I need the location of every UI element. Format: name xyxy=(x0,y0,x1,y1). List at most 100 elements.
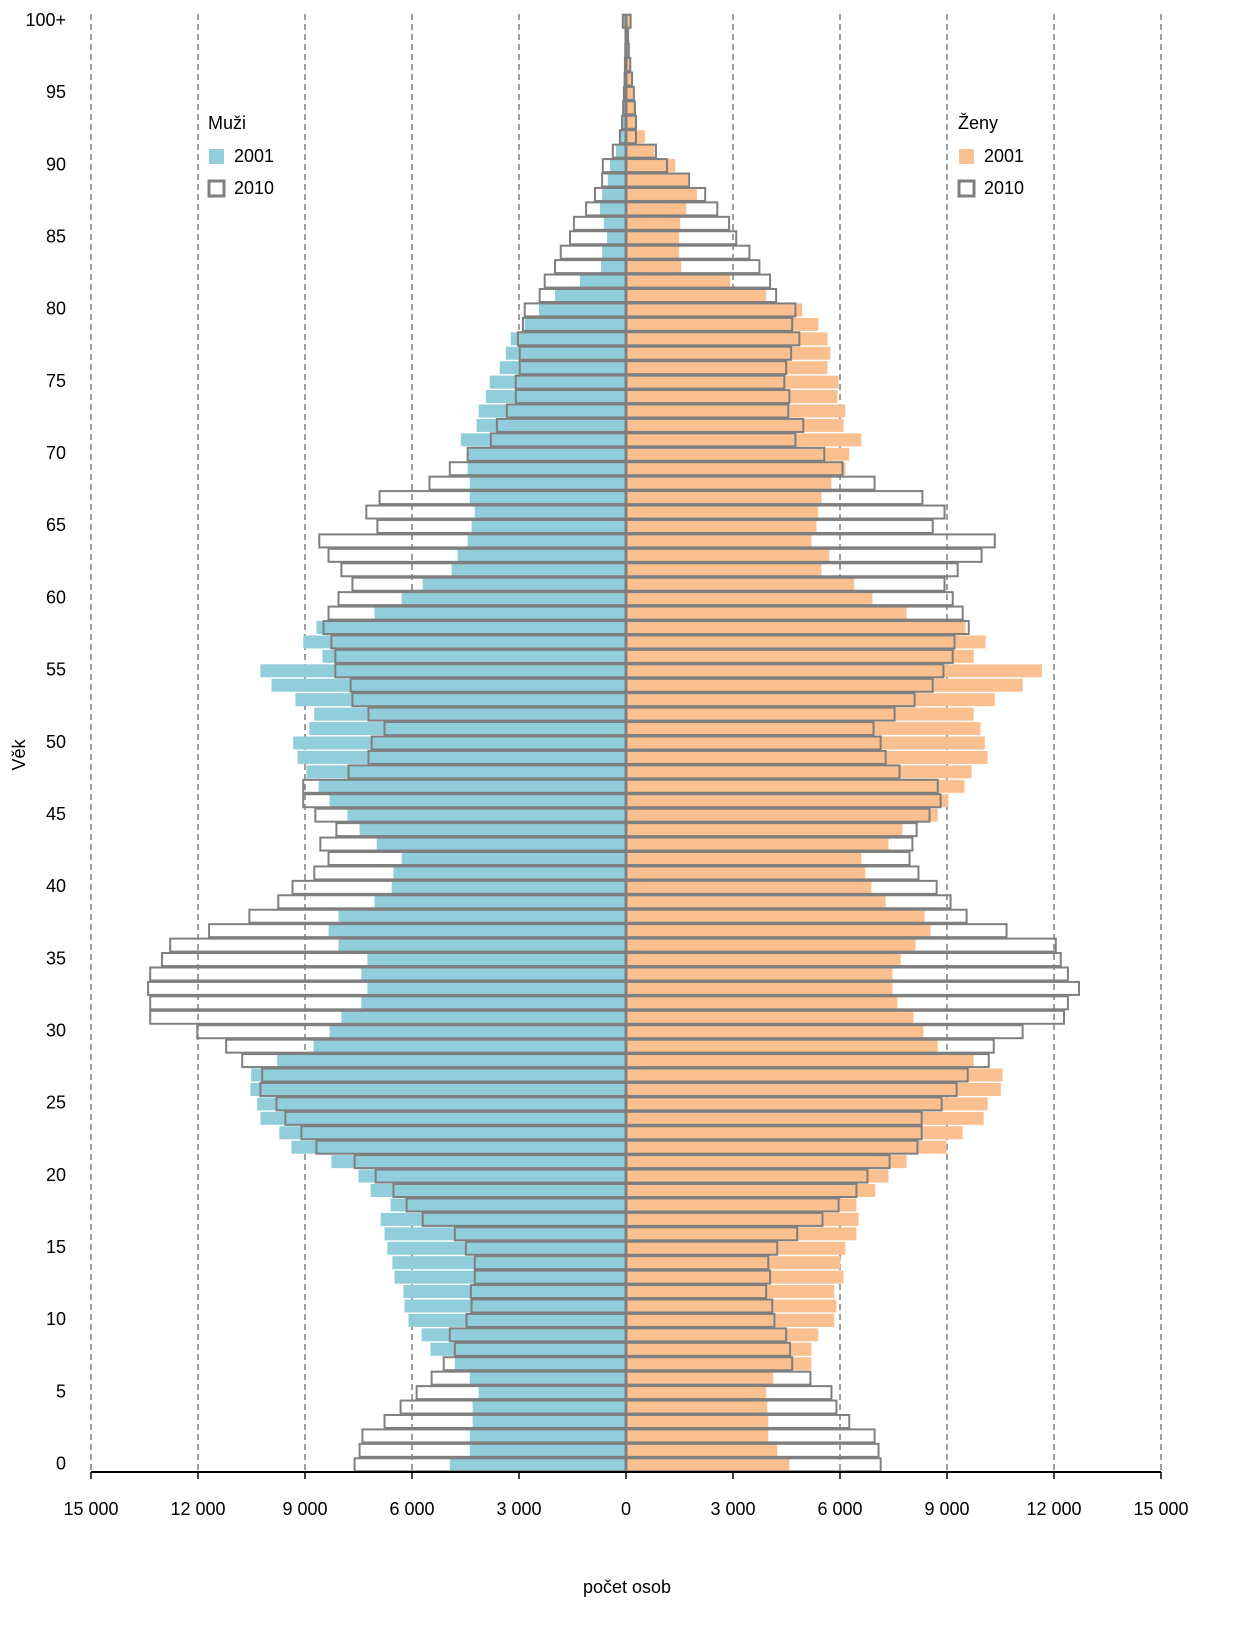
bar xyxy=(626,664,1042,677)
bar xyxy=(626,838,889,851)
bar xyxy=(626,1155,907,1168)
bar xyxy=(260,1112,626,1125)
bar xyxy=(626,578,854,591)
bar xyxy=(309,722,626,735)
bar xyxy=(626,246,679,259)
bar xyxy=(626,202,686,215)
bar xyxy=(626,592,872,605)
bar xyxy=(479,404,626,417)
bar xyxy=(601,260,626,273)
bar xyxy=(408,1314,626,1327)
bar xyxy=(279,1126,626,1139)
legend-title: Ženy xyxy=(958,113,998,133)
bar xyxy=(626,419,844,432)
bar xyxy=(260,664,626,677)
bar xyxy=(604,217,626,230)
bar xyxy=(626,534,811,547)
bar xyxy=(316,621,626,634)
legend-label: 2010 xyxy=(234,178,274,198)
bar xyxy=(626,1429,768,1442)
y-tick-label: 30 xyxy=(46,1020,66,1040)
bar xyxy=(626,737,985,750)
bar xyxy=(375,895,626,908)
legend-label: 2001 xyxy=(984,146,1024,166)
bar xyxy=(626,1372,773,1385)
bar xyxy=(360,823,626,836)
bar xyxy=(391,1198,626,1211)
bar xyxy=(468,448,626,461)
bar xyxy=(470,1429,626,1442)
y-tick-label: 0 xyxy=(56,1454,66,1474)
bar xyxy=(422,1328,626,1341)
bar xyxy=(626,881,871,894)
bar xyxy=(626,650,974,663)
bar xyxy=(626,1458,789,1471)
x-tick-label: 3 000 xyxy=(710,1499,755,1519)
bar xyxy=(626,1141,947,1154)
bar xyxy=(371,1184,626,1197)
y-tick-label: 85 xyxy=(46,227,66,247)
bar xyxy=(626,708,974,721)
bar xyxy=(626,953,901,966)
bar xyxy=(626,260,681,273)
bar xyxy=(257,1097,626,1110)
bar xyxy=(293,737,626,750)
y-tick-label: 60 xyxy=(46,587,66,607)
bar xyxy=(486,390,626,403)
bar xyxy=(626,996,897,1009)
bar xyxy=(626,231,679,244)
bar xyxy=(626,967,892,980)
bar xyxy=(626,1213,859,1226)
bar xyxy=(626,145,655,158)
bar xyxy=(458,549,626,562)
y-tick-label: 35 xyxy=(46,948,66,968)
bar xyxy=(468,462,626,475)
bar xyxy=(626,1126,963,1139)
x-tick-label: 12 000 xyxy=(1026,1499,1081,1519)
bar xyxy=(626,1386,766,1399)
bar xyxy=(626,303,802,316)
bar xyxy=(468,534,626,547)
bar xyxy=(490,376,626,389)
bar xyxy=(626,621,966,634)
bar xyxy=(626,751,988,764)
bar xyxy=(402,592,626,605)
bar xyxy=(475,506,626,519)
bar xyxy=(506,347,626,360)
bar xyxy=(377,838,626,851)
bar xyxy=(626,1025,923,1038)
bar xyxy=(626,679,1023,692)
bar xyxy=(626,823,902,836)
bar xyxy=(626,448,849,461)
bar xyxy=(473,1415,626,1428)
bar xyxy=(602,246,626,259)
bar xyxy=(626,1170,889,1183)
bar xyxy=(626,188,697,201)
bar xyxy=(251,1069,626,1082)
bar xyxy=(405,1299,626,1312)
bar xyxy=(470,1444,626,1457)
bar xyxy=(626,318,818,331)
bar xyxy=(626,477,831,490)
bar xyxy=(626,347,830,360)
y-tick-label: 10 xyxy=(46,1309,66,1329)
legend-title: Muži xyxy=(208,113,246,133)
bar xyxy=(626,607,907,620)
bar xyxy=(339,910,626,923)
bar xyxy=(361,996,626,1009)
bar xyxy=(626,895,886,908)
y-tick-label: 5 xyxy=(56,1381,66,1401)
bar xyxy=(319,780,626,793)
y-tick-label: 95 xyxy=(46,82,66,102)
bar xyxy=(626,1343,811,1356)
bar xyxy=(329,924,626,937)
bar xyxy=(511,332,626,345)
bar xyxy=(626,635,986,648)
y-tick-label: 65 xyxy=(46,515,66,535)
bar xyxy=(375,607,626,620)
bar xyxy=(600,202,626,215)
bar xyxy=(479,1386,626,1399)
bar xyxy=(626,217,680,230)
bar xyxy=(626,332,828,345)
bar xyxy=(626,1401,767,1414)
